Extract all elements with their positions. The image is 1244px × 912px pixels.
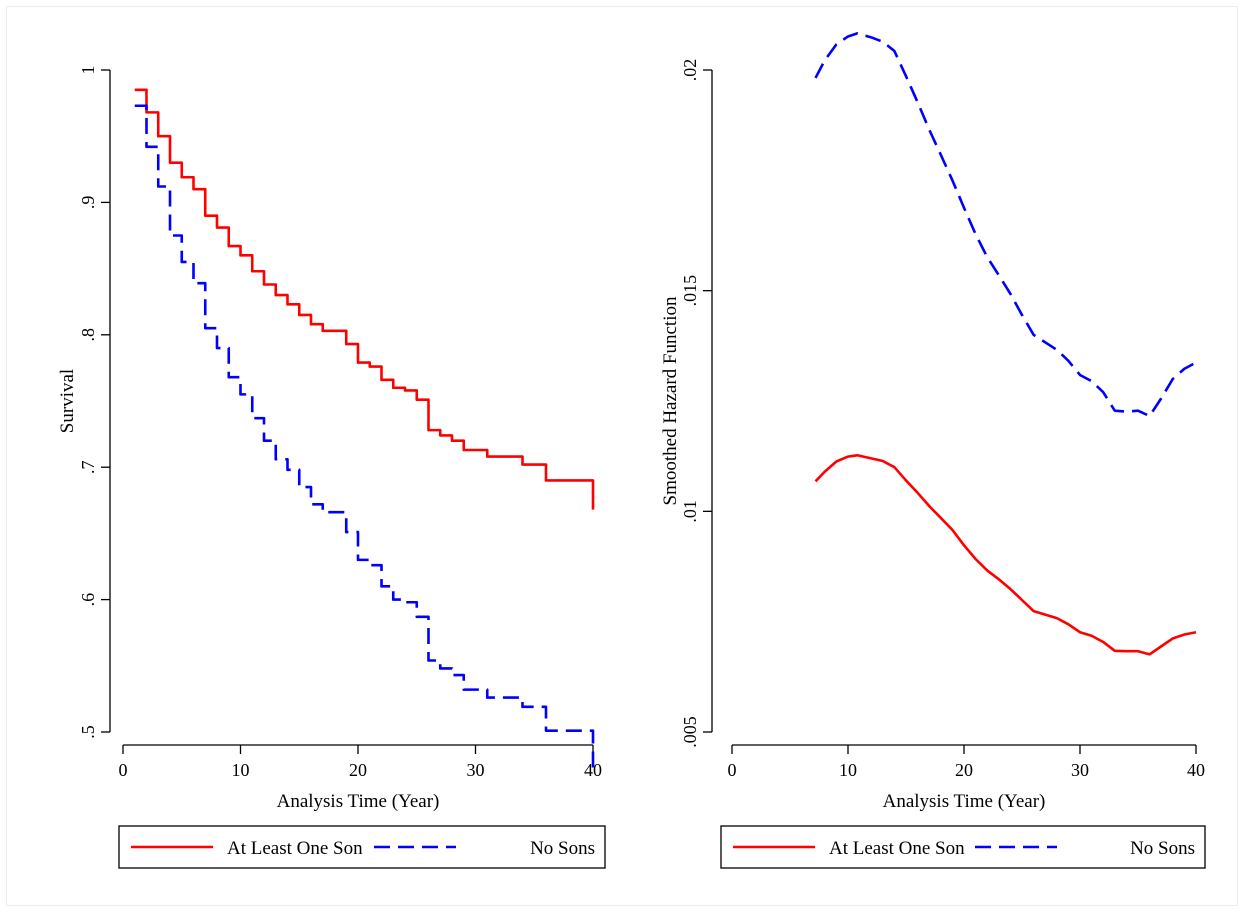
x-axis-title: Analysis Time (Year) (277, 791, 440, 812)
y-tick-label: .7 (78, 460, 98, 474)
series-line-at-least-one-son (134, 88, 595, 510)
y-tick-label: .8 (78, 328, 98, 342)
y-tick-label: .5 (78, 725, 98, 739)
y-tick-label: .005 (680, 716, 700, 748)
legend: At Least One Son No Sons (118, 825, 606, 869)
legend-label: No Sons (1130, 838, 1195, 859)
x-tick-label: 40 (584, 760, 602, 780)
series-line-at-least-one-son (814, 453, 1197, 656)
x-axis-title: Analysis Time (Year) (883, 791, 1046, 812)
x-tick-label: 10 (232, 760, 250, 780)
legend-label: At Least One Son (829, 838, 965, 859)
series-line-no-sons (814, 32, 1197, 418)
y-tick-label: .9 (78, 196, 98, 210)
legend-label: At Least One Son (227, 838, 363, 859)
x-tick-label: 0 (119, 760, 128, 780)
panel-right: .005 .01 .015 .02 0 10 20 30 40 Analysis Time (Ye… (660, 32, 1206, 869)
x-tick-label: 0 (728, 760, 737, 780)
x-tick-label: 20 (349, 760, 367, 780)
y-tick-label: .015 (680, 275, 700, 307)
y-tick-label: 1 (78, 66, 98, 75)
figure-frame (6, 6, 1238, 906)
x-tick-label: 30 (467, 760, 485, 780)
y-tick-label: .02 (680, 59, 700, 82)
x-tick-label: 20 (955, 760, 973, 780)
y-tick-label: .01 (680, 500, 700, 523)
y-axis-title: Smoothed Hazard Function (660, 296, 681, 505)
legend-label: No Sons (530, 838, 595, 859)
x-tick-label: 40 (1187, 760, 1205, 780)
y-tick-label: .6 (78, 593, 98, 607)
x-tick-label: 10 (839, 760, 857, 780)
y-axis-title: Survival (57, 369, 78, 433)
x-tick-label: 30 (1071, 760, 1089, 780)
series-line-no-sons (134, 104, 595, 768)
legend: At Least One Son No Sons (720, 825, 1206, 869)
